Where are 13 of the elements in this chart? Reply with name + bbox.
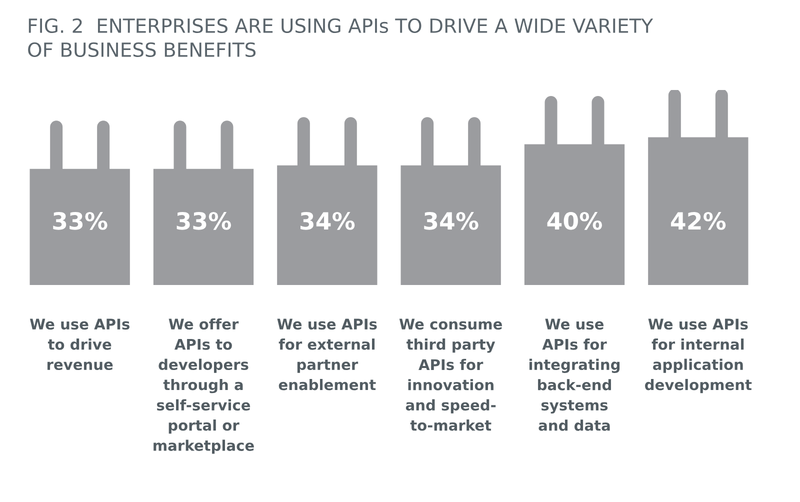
data-label: 33% <box>53 212 108 230</box>
data-label: 42% <box>670 212 726 230</box>
x-tick-label: We use APIs for internal application development <box>645 318 752 394</box>
x-tick-label: We offer APIs to developers through a self-service portal or marketplace <box>154 318 254 454</box>
chart-title: FIG. 2 ENTERPRISES ARE USING APIs TO DRIVE A WIDE VARIETY OF BUSINESS BENEFITS <box>28 18 654 58</box>
data-label: 40% <box>547 212 602 230</box>
data-label: 34% <box>300 212 355 230</box>
data-label: 33% <box>176 212 232 230</box>
x-tick-label: We use APIs to drive revenue <box>30 318 130 370</box>
x-tick-label: We use APIs for external partner enablement <box>277 318 377 390</box>
x-tick-label: We consume third party APIs for innovation and speed- to-market <box>399 318 502 431</box>
x-tick-label: We use APIs for integrating back-end systems and data <box>529 318 620 431</box>
data-label: 34% <box>424 212 478 230</box>
